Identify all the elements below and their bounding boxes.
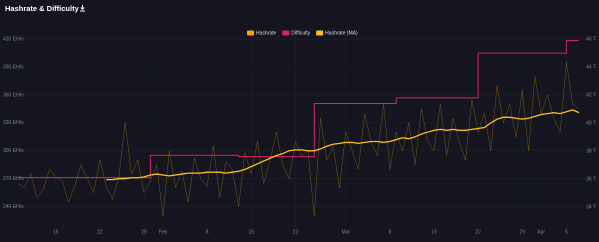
chart-title: Hashrate & Difficulty [5, 4, 80, 13]
series-line [18, 40, 579, 179]
y-tick-label: 390 EH/s [3, 64, 24, 70]
y2-tick-label: 44 T [586, 64, 596, 70]
y2-tick-label: 40 T [586, 120, 596, 126]
x-tick-label: 29 [141, 229, 147, 235]
x-tick-label: 15 [53, 229, 59, 235]
x-tick-label: 22 [293, 229, 299, 235]
legend-swatch [316, 30, 324, 36]
y-tick-label: 240 EH/s [3, 204, 24, 210]
x-tick-label: 22 [97, 229, 103, 235]
legend-label: Hashrate (MA) [325, 31, 358, 37]
legend-swatch [282, 30, 290, 36]
legend-item: Difficulty [282, 30, 311, 37]
x-tick-label: 29 [519, 229, 525, 235]
chart: Hashrate & Difficulty 240 EH/s 270 EH/s 30… [0, 3, 599, 236]
x-tick-label: Apr [537, 229, 545, 235]
x-tick-label: 8 [206, 229, 209, 235]
series-line [106, 109, 580, 181]
x-tick-label: 15 [248, 229, 254, 235]
y-tick-label: 270 EH/s [3, 176, 24, 182]
x-tick-label: 5 [565, 229, 568, 235]
series-line [17, 62, 580, 217]
legend-item: Hashrate (MA) [316, 30, 358, 37]
y-tick-label: 360 EH/s [3, 92, 24, 98]
legend-label: Difficulty [291, 31, 310, 37]
x-tick-label: 15 [431, 229, 437, 235]
y2-tick-label: 38 T [586, 148, 596, 154]
legend-swatch [247, 30, 254, 36]
y2-tick-label: 42 T [586, 92, 596, 98]
download-icon[interactable] [80, 5, 85, 12]
x-tick-label: Feb [159, 229, 168, 235]
y-tick-label: 420 EH/s [3, 36, 24, 42]
x-tick-label: 22 [475, 229, 481, 235]
y2-tick-label: 46 T [586, 37, 596, 43]
y2-tick-label: 36 T [586, 176, 596, 182]
x-tick-label: Mar [341, 229, 350, 235]
y2-tick-label: 34 T [586, 204, 596, 210]
x-tick-label: 8 [389, 229, 392, 235]
legend-label: Hashrate [256, 31, 277, 37]
y-tick-label: 300 EH/s [3, 148, 24, 154]
legend-item: Hashrate [247, 30, 277, 37]
y-tick-label: 330 EH/s [3, 120, 24, 126]
